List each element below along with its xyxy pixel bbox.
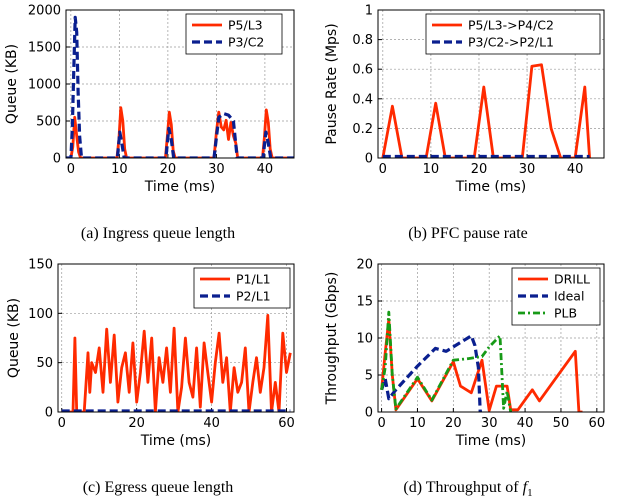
series-line-p3-c2 <box>66 15 294 158</box>
x-tick-label: 0 <box>67 162 75 177</box>
x-tick-label: 40 <box>517 416 534 431</box>
legend-label: PLB <box>554 306 577 321</box>
x-axis-label: Time (ms) <box>144 179 216 195</box>
y-tick-label: 150 <box>28 258 53 273</box>
legend-label: P3/C2->P2/L1 <box>468 35 554 50</box>
x-tick-label: 60 <box>278 416 295 431</box>
y-tick-label: 2000 <box>28 4 61 19</box>
plot-frame <box>377 9 605 159</box>
legend-box <box>193 267 291 309</box>
y-tick-label: 20 <box>356 258 373 273</box>
x-axis-label: Time (ms) <box>455 433 527 449</box>
legend-label: P1/L1 <box>236 272 271 287</box>
series-line-ideal <box>380 334 482 412</box>
chart-pfc-pause-rate: 0 10 20 30 40 0 0.2 0.4 0.6 0.8 1 P5/L3->P4/C2 P3/C2… <box>324 4 605 242</box>
caption-text: (b) PFC pause rate <box>408 225 528 242</box>
x-axis-label: Time (ms) <box>455 179 527 195</box>
y-tick-label: 0 <box>365 152 373 167</box>
chart-throughput-f1: 0 10 20 30 40 50 60 0 5 10 15 20 DRILL Ideal PLB Time (… <box>324 258 605 500</box>
x-tick-label: 10 <box>423 162 440 177</box>
x-tick-label: 20 <box>471 162 488 177</box>
y-tick-label: 0.6 <box>352 63 373 78</box>
panel-caption: (d) Throughput of f1 <box>403 479 532 499</box>
legend-label: P2/L1 <box>236 289 271 304</box>
legend-label: P3/C2 <box>228 35 264 50</box>
y-tick-label: 100 <box>28 307 53 322</box>
y-tick-label: 0 <box>365 406 373 421</box>
series-line-plb <box>380 310 513 412</box>
x-tick-label: 0 <box>377 416 385 431</box>
x-tick-label: 50 <box>553 416 570 431</box>
series-line-drill <box>380 318 583 412</box>
caption-text: (c) Egress queue length <box>83 479 234 496</box>
x-tick-label: 30 <box>519 162 536 177</box>
panel-caption: (b) PFC pause rate <box>408 225 528 242</box>
chart-egress-queue-length: 0 20 40 60 0 50 100 150 P1/L1 P2/L1 Time (ms) Queue… <box>6 258 295 497</box>
y-axis-label: Pause Rate (Mps) <box>324 23 340 144</box>
legend-box <box>425 13 601 55</box>
y-axis-label: Queue (KB) <box>4 44 20 124</box>
y-tick-label: 0 <box>45 406 53 421</box>
chart-ingress-queue-length: 0 10 20 30 40 0 500 1000 1500 2000 P5/L3 P3/C2 Time … <box>4 4 295 242</box>
y-tick-label: 0 <box>53 152 61 167</box>
legend-label: P5/L3->P4/C2 <box>468 18 554 33</box>
x-tick-label: 20 <box>445 416 462 431</box>
y-tick-label: 0.2 <box>352 122 373 137</box>
x-axis-label: Time (ms) <box>140 433 212 449</box>
x-tick-label: 20 <box>128 416 145 431</box>
plot-frame <box>57 263 295 413</box>
caption-math: f <box>523 479 530 496</box>
caption-text: (a) Ingress queue length <box>81 225 235 242</box>
legend-label: DRILL <box>554 272 590 287</box>
caption-subscript: 1 <box>527 487 533 499</box>
plot-frame <box>377 263 605 413</box>
series-line-p5-l3 <box>66 106 294 158</box>
y-axis-label: Queue (KB) <box>6 298 22 378</box>
x-tick-label: 10 <box>111 162 128 177</box>
x-tick-label: 10 <box>409 416 426 431</box>
caption-text: (d) Throughput of <box>403 479 522 496</box>
panel-caption: (a) Ingress queue length <box>81 225 235 242</box>
panel-caption: (c) Egress queue length <box>83 479 234 496</box>
y-tick-label: 5 <box>365 369 373 384</box>
y-tick-label: 1000 <box>28 78 61 93</box>
x-tick-label: 20 <box>160 162 177 177</box>
x-tick-label: 60 <box>589 416 606 431</box>
y-tick-label: 1 <box>365 4 373 19</box>
y-tick-label: 0.8 <box>352 33 373 48</box>
y-tick-label: 10 <box>356 332 373 347</box>
y-tick-label: 50 <box>36 356 53 371</box>
y-tick-label: 15 <box>356 295 373 310</box>
x-tick-label: 0 <box>58 416 66 431</box>
plot-frame <box>65 9 295 159</box>
x-tick-label: 30 <box>208 162 225 177</box>
series-line-p1-l1 <box>61 313 292 412</box>
y-tick-label: 500 <box>36 115 61 130</box>
legend-label: Ideal <box>554 289 584 304</box>
series-line-p5-l3-p4-c2 <box>381 63 591 158</box>
x-tick-label: 40 <box>203 416 220 431</box>
x-tick-label: 40 <box>257 162 274 177</box>
y-tick-label: 1500 <box>28 41 61 56</box>
legend-label: P5/L3 <box>228 18 263 33</box>
x-tick-label: 0 <box>379 162 387 177</box>
x-tick-label: 30 <box>481 416 498 431</box>
y-tick-label: 0.4 <box>352 92 373 107</box>
legend-box <box>511 267 601 326</box>
y-axis-label: Throughput (Gbps) <box>324 272 340 406</box>
x-tick-label: 40 <box>567 162 584 177</box>
legend-box <box>185 13 283 55</box>
